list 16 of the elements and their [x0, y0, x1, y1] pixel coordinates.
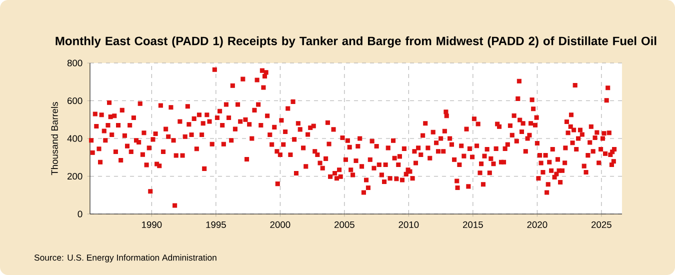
- y-axis-title: Thousand Barrels: [51, 102, 58, 176]
- x-tick-label: 1990: [142, 221, 162, 228]
- x-tick-label: 2015: [463, 221, 483, 228]
- source-note: Source: U.S. Energy Information Administration: [34, 254, 216, 262]
- y-tick-label: 800: [67, 60, 82, 66]
- x-tick-label: 1995: [206, 221, 226, 228]
- y-tick-label: 600: [68, 97, 82, 104]
- x-tick-label: 2020: [527, 221, 548, 228]
- y-tick-label: 400: [67, 135, 82, 142]
- x-tick-label: 2010: [398, 221, 419, 228]
- y-tick-label: 0: [78, 210, 82, 218]
- y-tick-label: 200: [68, 172, 82, 180]
- chart-title: Monthly East Coast (PADD 1) Receipts by Tanker and Barge from Midwest (PADD 2) of Distillate Fuel Oil: [56, 36, 656, 48]
- x-tick-label: 2025: [592, 221, 612, 228]
- x-tick-label: 2000: [270, 221, 290, 228]
- x-tick-label: 2005: [334, 221, 354, 228]
